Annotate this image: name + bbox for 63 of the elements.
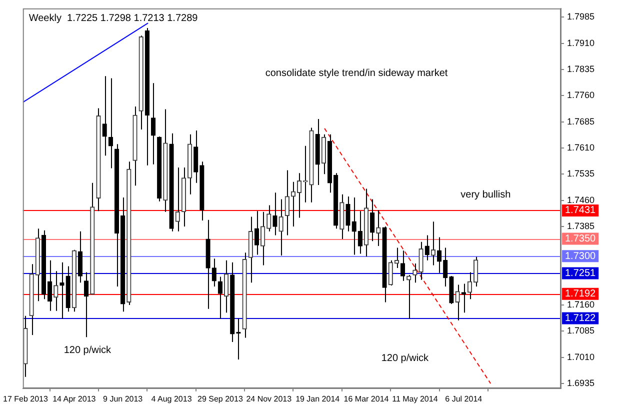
- candlestick: [358, 210, 363, 254]
- candlestick: [54, 270, 58, 312]
- x-tick-label: 9 Jun 2013: [103, 394, 144, 404]
- text: Weekly 1.7225 1.7298 1.7213 1.7289: [28, 13, 198, 24]
- y-tick-label: 1.7760: [567, 90, 595, 100]
- candlestick: [400, 250, 406, 282]
- candlestick: [394, 247, 400, 269]
- candlestick: [212, 258, 216, 288]
- x-tick-label: 24 Nov 2013: [246, 394, 292, 404]
- y-tick-label: 1.7085: [567, 326, 595, 336]
- candlestick: [455, 284, 460, 321]
- y-tick-label: 1.7610: [567, 142, 595, 152]
- candlestick: [278, 198, 284, 256]
- ref-line-label: 1.7350: [565, 233, 596, 244]
- ref-line-label: 1.7192: [565, 288, 596, 300]
- candlestick: [194, 130, 198, 184]
- candlestick: [272, 192, 278, 236]
- x-tick-label: 29 Sep 2013: [198, 394, 244, 404]
- candlestick: [150, 82, 156, 165]
- candlestick: [418, 241, 424, 280]
- y-tick-label: 1.7835: [567, 64, 595, 74]
- y-tick-label: 1.6935: [567, 378, 595, 388]
- candlestick: [412, 262, 418, 284]
- candlestick: [388, 260, 393, 286]
- ref-line-label: 1.7431: [565, 205, 596, 216]
- annotation: 120 p/wick: [64, 345, 112, 356]
- y-tick-label: 1.7385: [567, 220, 595, 231]
- candlestick: [436, 236, 442, 274]
- candlestick: [406, 274, 412, 320]
- candlestick: [284, 170, 290, 236]
- x-tick-label: 14 Apr 2013: [52, 394, 96, 404]
- candlestick: [370, 198, 375, 242]
- y-tick-label: 1.7685: [567, 116, 595, 126]
- candlestick: [218, 276, 223, 320]
- x-tick-label: 16 Mar 2014: [344, 394, 390, 404]
- candlestick: [443, 247, 448, 288]
- x-tick-label: 11 May 2014: [392, 394, 438, 404]
- candlestick: [175, 167, 180, 232]
- y-tick-label: 1.7910: [567, 38, 595, 48]
- candlestick: [346, 196, 350, 232]
- ref-line-label: 1.7122: [565, 313, 596, 324]
- candlestick: [266, 204, 272, 232]
- ref-line-label: 1.7300: [565, 250, 596, 262]
- candlestick: [60, 262, 64, 320]
- candlestick: [376, 210, 381, 247]
- annotation: consolidate style trend/in sideway market: [265, 68, 448, 79]
- x-tick-label: 6 Jul 2014: [445, 394, 483, 404]
- annotation: very bullish: [460, 189, 511, 200]
- y-tick-label: 1.7010: [567, 352, 595, 362]
- ref-line-label: 1.7251: [565, 268, 596, 279]
- candlestick: [78, 230, 83, 284]
- y-tick-label: 1.7160: [567, 299, 595, 310]
- candlestick: [84, 272, 89, 338]
- y-tick-label: 1.7535: [567, 168, 595, 179]
- x-tick-label: 19 Jan 2014: [296, 394, 340, 404]
- x-tick-label: 4 Aug 2013: [151, 394, 192, 404]
- y-tick-label: 1.7985: [567, 12, 595, 22]
- candlestick: [102, 76, 107, 156]
- annotation: 120 p/wick: [381, 352, 430, 364]
- y-tick-label: 1.7460: [567, 194, 595, 205]
- candlestick: [254, 210, 260, 256]
- x-tick-label: 17 Feb 2013: [3, 394, 48, 404]
- candlestick: [424, 234, 430, 261]
